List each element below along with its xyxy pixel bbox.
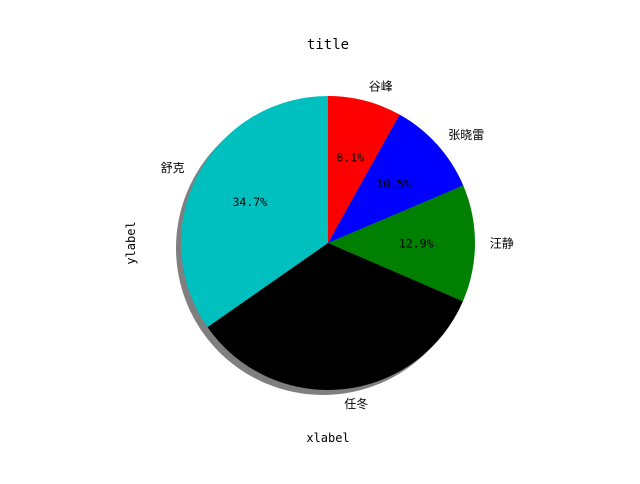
pie-slice [181, 95, 328, 328]
category-label: 张晓雷 [448, 128, 484, 142]
y-axis-label: ylabel [124, 221, 138, 264]
pie-slices [181, 95, 475, 390]
pie-slice [328, 114, 464, 243]
percent-labels: 8.1% 10.5% 12.9% 34.7% [232, 151, 433, 251]
pie-slice [207, 243, 463, 390]
category-label: 舒克 [161, 161, 185, 175]
pie-slice [328, 96, 400, 243]
pie-slice [328, 185, 475, 302]
percent-label: 12.9% [399, 236, 434, 250]
chart-title: title [307, 37, 349, 53]
percent-label: 34.7% [232, 195, 267, 209]
percent-label: 10.5% [376, 177, 411, 191]
category-label: 汪静 [490, 237, 514, 251]
category-label: 任冬 [344, 396, 368, 411]
x-axis-label: xlabel [306, 431, 349, 445]
category-label: 谷峰 [369, 80, 393, 94]
percent-label: 8.1% [336, 151, 364, 165]
